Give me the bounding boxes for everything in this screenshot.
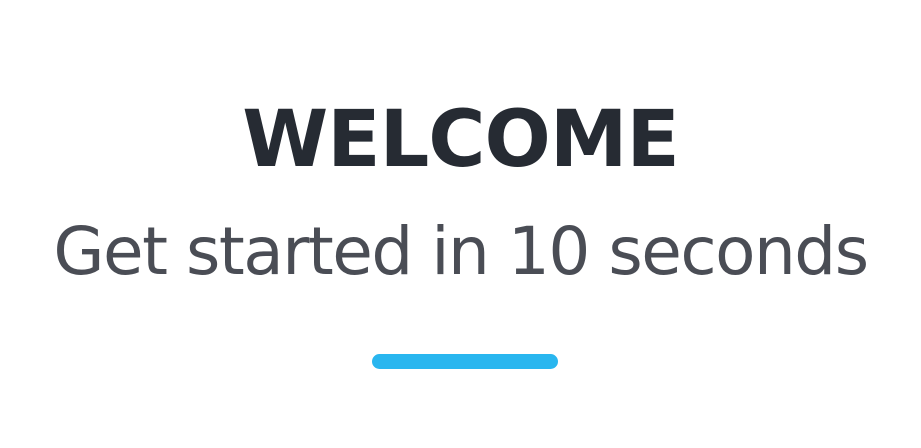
accent-divider [372,354,558,369]
welcome-subtitle: Get started in 10 seconds [53,213,869,290]
welcome-title: WELCOME [242,95,679,185]
